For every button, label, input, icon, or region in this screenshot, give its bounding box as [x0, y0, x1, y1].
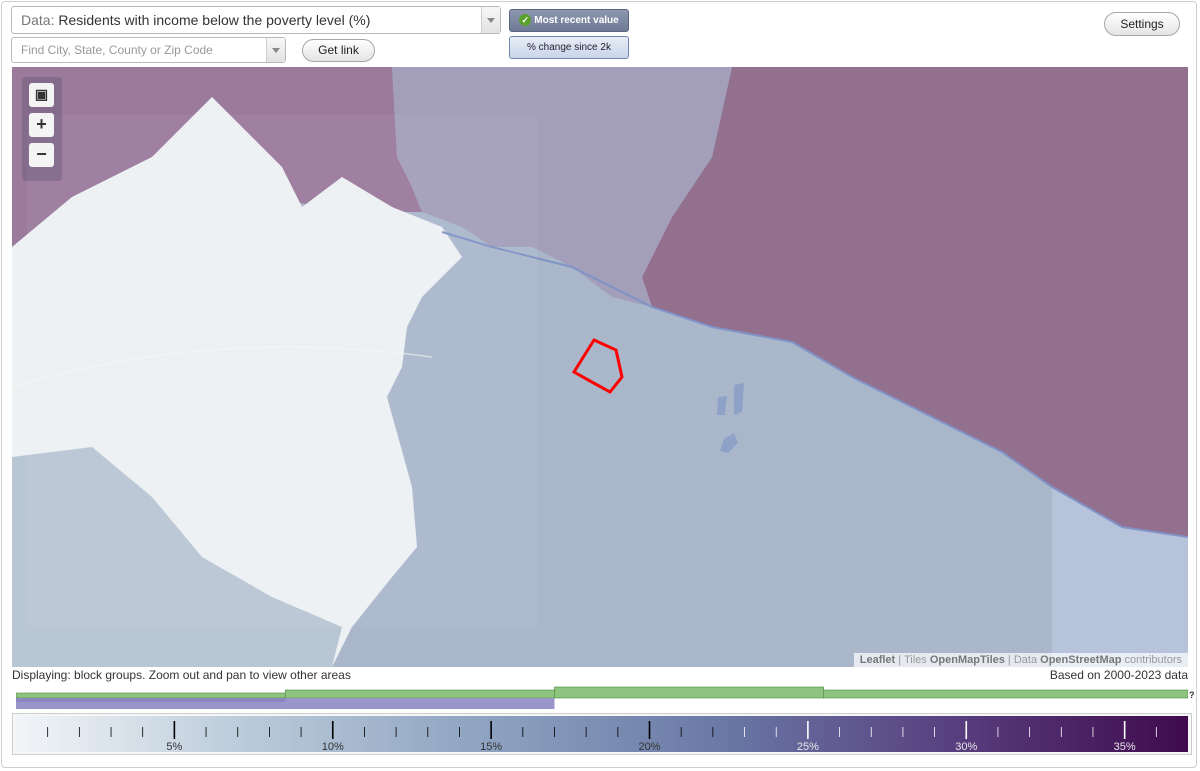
most-recent-toggle[interactable]: ✓ Most recent value	[509, 9, 629, 32]
minus-icon[interactable]: −	[29, 143, 54, 167]
plus-icon[interactable]: +	[29, 113, 54, 137]
high-poverty-region	[642, 67, 1188, 537]
map-attribution: Leaflet | Tiles OpenMapTiles | Data Open…	[853, 653, 1188, 667]
leaflet-link[interactable]: Leaflet	[859, 654, 896, 666]
tile-seam	[27, 115, 537, 627]
legend-gradient	[16, 716, 1188, 752]
fullscreen-icon[interactable]: ▣	[29, 83, 54, 107]
legend-tick-label: 25%	[797, 741, 819, 752]
road-line	[12, 346, 433, 388]
data-select-value: Residents with income below the poverty …	[58, 12, 371, 28]
medium-region	[392, 67, 732, 307]
osm-link[interactable]: OpenStreetMap	[1040, 654, 1122, 666]
location-search[interactable]	[11, 37, 286, 63]
legend-tick-label: 20%	[638, 741, 660, 752]
lake	[734, 383, 744, 415]
map-layer	[12, 67, 1188, 667]
get-link-button[interactable]: Get link	[302, 39, 375, 62]
chevron-down-icon[interactable]	[481, 7, 500, 33]
percent-change-toggle[interactable]: % change since 2k	[509, 36, 629, 59]
histogram-bar-green	[16, 692, 286, 699]
legend-tick-label: 35%	[1114, 741, 1136, 752]
histogram-bar-green	[554, 686, 825, 699]
selected-block-group[interactable]	[571, 338, 624, 394]
data-select-prefix: Data:	[21, 12, 55, 28]
legend-tick-label: 30%	[955, 741, 977, 752]
legend-tick-label: 15%	[480, 741, 502, 752]
display-status: Displaying: block groups. Zoom out and p…	[12, 668, 351, 682]
check-icon: ✓	[519, 14, 532, 27]
histogram	[16, 686, 1188, 709]
tiles-prefix: Tiles	[903, 654, 927, 666]
color-legend: 5% 10% 15% 20% 25% 30% 35%	[12, 713, 1192, 755]
data-prefix: Data	[1013, 654, 1038, 666]
help-icon[interactable]: ?	[1189, 690, 1195, 700]
low-region	[12, 447, 342, 667]
data-range-status: Based on 2000-2023 data	[1049, 668, 1188, 682]
zoom-control: ▣ + −	[22, 77, 62, 181]
lake	[717, 396, 727, 415]
data-select[interactable]: Data: Residents with income below the po…	[11, 6, 501, 34]
legend-tick-label: 10%	[322, 741, 344, 752]
histogram-bar-green	[284, 689, 555, 699]
histogram-bar-purple	[16, 698, 286, 702]
settings-button[interactable]: Settings	[1104, 12, 1180, 36]
legend-scale: 5% 10% 15% 20% 25% 30% 35%	[16, 716, 1188, 752]
most-recent-label: Most recent value	[534, 15, 619, 26]
river-line	[441, 231, 1188, 538]
histogram-bar-green	[823, 689, 1188, 699]
contributors-label: contributors	[1124, 654, 1182, 666]
lake	[720, 433, 738, 453]
tiles-link[interactable]: OpenMapTiles	[929, 654, 1005, 666]
chevron-down-icon[interactable]	[266, 38, 285, 62]
map-view[interactable]: ▣ + − Leaflet | Tiles OpenMapTiles | Dat…	[12, 67, 1188, 667]
legend-tick-label: 5%	[166, 741, 182, 752]
search-input[interactable]	[12, 38, 266, 62]
histogram-bar-purple	[16, 698, 555, 709]
